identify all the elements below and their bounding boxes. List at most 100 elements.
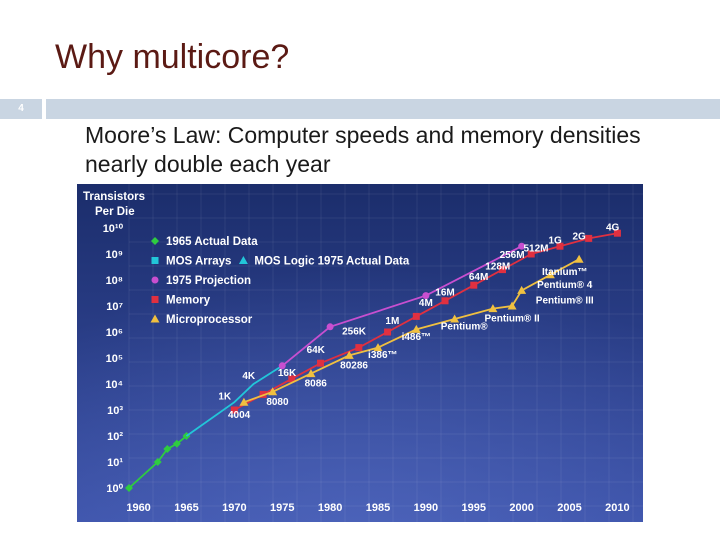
data-label: 128M [485, 262, 510, 273]
data-point [172, 439, 181, 448]
legend-marker [151, 296, 159, 303]
y-tick-label: 10⁴ [105, 379, 123, 391]
data-point [288, 375, 296, 383]
data-label: Itanium™ [542, 267, 588, 278]
y-tick-label: 10⁸ [106, 275, 123, 287]
data-point [412, 312, 420, 320]
data-point [507, 301, 517, 310]
data-point [326, 323, 334, 331]
data-point [125, 484, 133, 492]
legend-layer: 1965 Actual Data MOS Arrays MOS Logic 1975… [166, 236, 410, 326]
x-tick-label: 2010 [605, 502, 629, 514]
axis-layer: Transistors Per Die 10⁰ 10¹ 10² 10³ 10⁴ 10⁵ 10⁶ 1… [83, 191, 630, 514]
data-label: Pentium® II [484, 314, 539, 325]
data-label: i386™ [368, 350, 397, 361]
data-point [585, 234, 593, 242]
data-point [306, 369, 316, 378]
data-point [470, 281, 478, 289]
legend-label: 1965 Actual Data [166, 236, 258, 248]
data-point [518, 242, 526, 250]
data-point [441, 297, 449, 305]
data-point [527, 250, 535, 258]
data-label: 80286 [340, 360, 368, 371]
series-line [185, 365, 283, 437]
moores-law-chart: Transistors Per Die 10⁰ 10¹ 10² 10³ 10⁴ 10⁵ 10⁶ 1… [77, 184, 643, 522]
x-tick-label: 1995 [462, 502, 486, 514]
data-label: 4M [419, 298, 433, 309]
x-tick-label: 1985 [366, 502, 390, 514]
y-tick-label: 10⁷ [106, 301, 123, 313]
series-line [233, 232, 618, 411]
data-point [422, 292, 430, 300]
legend-marker [150, 314, 160, 323]
y-tick-label: 10² [107, 431, 123, 443]
x-tick-label: 1965 [174, 502, 198, 514]
data-point [450, 314, 460, 323]
data-point [239, 397, 249, 406]
y-axis-title-line2: Per Die [95, 206, 135, 218]
data-label: i486™ [402, 332, 431, 343]
x-tick-label: 2000 [509, 502, 533, 514]
x-tick-label: 1990 [414, 502, 438, 514]
x-tick-label: 1980 [318, 502, 342, 514]
legend-label: Microprocessor [166, 314, 253, 326]
data-point [373, 343, 383, 352]
y-tick-label: 10⁰ [106, 483, 123, 495]
data-point [488, 304, 498, 313]
y-tick-label: 10⁹ [106, 249, 123, 261]
data-label: 256M [500, 250, 525, 261]
data-label: Pentium® III [536, 295, 594, 306]
data-label: 4004 [228, 410, 251, 421]
x-tick-label: 2005 [557, 502, 581, 514]
data-label: 2G [572, 232, 586, 243]
data-label: 16M [435, 288, 454, 299]
series-layer [125, 229, 621, 492]
data-point [355, 344, 363, 352]
data-label: 16K [278, 368, 297, 379]
data-label: 4G [606, 223, 620, 234]
data-point [317, 359, 325, 367]
y-tick-label: 10³ [107, 405, 123, 417]
slide-number-bar [0, 99, 42, 119]
data-point [545, 270, 555, 279]
legend-marker [238, 256, 248, 264]
data-point [278, 362, 286, 370]
x-tick-label: 1970 [222, 502, 246, 514]
data-label: Pentium® 4 [537, 280, 593, 291]
x-tick-label: 1960 [126, 502, 150, 514]
series-line [281, 245, 523, 367]
data-label: 4K [242, 371, 256, 382]
y-tick-label: 10⁵ [106, 353, 123, 365]
x-tick-label: 1975 [270, 502, 294, 514]
data-point [268, 387, 278, 396]
legend-marker [151, 257, 159, 264]
bullet-text: Moore’s Law: Computer speeds and memory … [85, 122, 641, 177]
data-point [574, 254, 584, 263]
data-point [517, 285, 527, 294]
data-label: 64K [307, 345, 326, 356]
data-point [153, 458, 162, 466]
y-tick-label: 10¹⁰ [103, 223, 124, 235]
header-accent-bar [46, 99, 720, 119]
grid-layer [128, 184, 643, 522]
legend-label: 1975 Projection [166, 275, 251, 287]
legend-marker [151, 237, 159, 245]
data-point [230, 406, 238, 414]
y-tick-label: 10¹ [107, 457, 123, 469]
data-label: Pentium® [441, 321, 488, 332]
data-label: 256K [342, 327, 367, 338]
data-label: 1G [549, 236, 563, 247]
slide-number: 4 [18, 103, 24, 114]
y-tick-label: 10⁶ [106, 327, 123, 339]
slide-title: Why multicore? [55, 38, 290, 76]
data-point [384, 328, 392, 336]
data-point [411, 324, 421, 333]
data-point [556, 242, 564, 250]
data-label: 64M [469, 272, 488, 283]
series-line [243, 258, 580, 404]
data-point [344, 350, 354, 359]
legend-label: Memory [166, 295, 211, 307]
data-label: 1M [385, 316, 399, 327]
legend-marker [151, 276, 159, 284]
